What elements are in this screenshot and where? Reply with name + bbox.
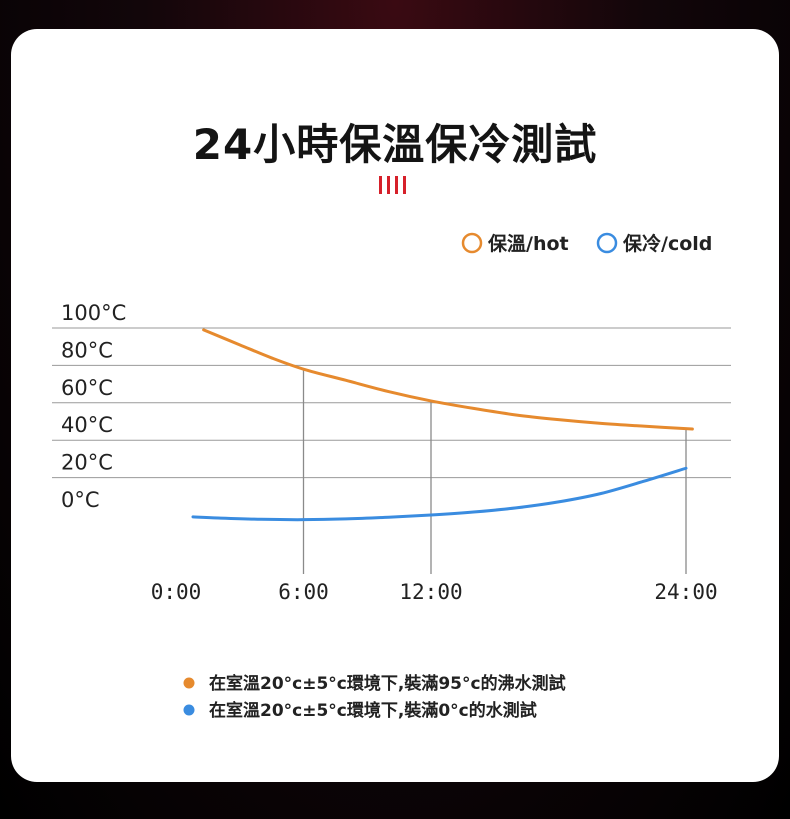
note-dot-cold xyxy=(183,704,195,716)
y-tick-label: 0°C xyxy=(61,488,100,512)
x-tick-label: 12:00 xyxy=(399,580,462,604)
legend-hot-label: 保溫/hot xyxy=(487,232,569,255)
accent-mark xyxy=(395,176,398,194)
chart-card: 24小時保溫保冷測試 100°C 80°C 60°C 40°C 20°C 0°C 0:00 6… xyxy=(11,29,779,782)
note-text-cold: 在室溫20°c±5°c環境下,裝滿0°c的水測試 xyxy=(209,700,537,721)
note-text-hot: 在室溫20°c±5°c環境下,裝滿95°c的沸水測試 xyxy=(209,673,566,694)
x-tick-label: 6:00 xyxy=(278,580,329,604)
y-tick-label: 60°C xyxy=(61,376,113,400)
x-tick-label: 24:00 xyxy=(654,580,717,604)
y-tick-label: 100°C xyxy=(61,301,126,325)
series-line-cold xyxy=(191,466,688,522)
x-tick-label: 0:00 xyxy=(151,580,202,604)
series-line-hot xyxy=(202,328,694,431)
accent-mark xyxy=(379,176,382,194)
y-tick-label: 80°C xyxy=(61,338,113,362)
y-tick-label: 20°C xyxy=(61,451,113,475)
legend-cold-marker xyxy=(596,232,618,254)
legend-cold-label: 保冷/cold xyxy=(622,232,712,255)
y-tick-label: 40°C xyxy=(61,413,113,437)
legend-hot-marker xyxy=(461,232,483,254)
temperature-chart: 100°C 80°C 60°C 40°C 20°C 0°C 0:00 6:00 12:00 24:… xyxy=(52,232,731,721)
page-title: 24小時保溫保冷測試 xyxy=(192,120,598,169)
accent-mark xyxy=(403,176,406,194)
accent-mark xyxy=(387,176,390,194)
accent-marks xyxy=(379,176,406,196)
note-dot-hot xyxy=(183,677,195,689)
